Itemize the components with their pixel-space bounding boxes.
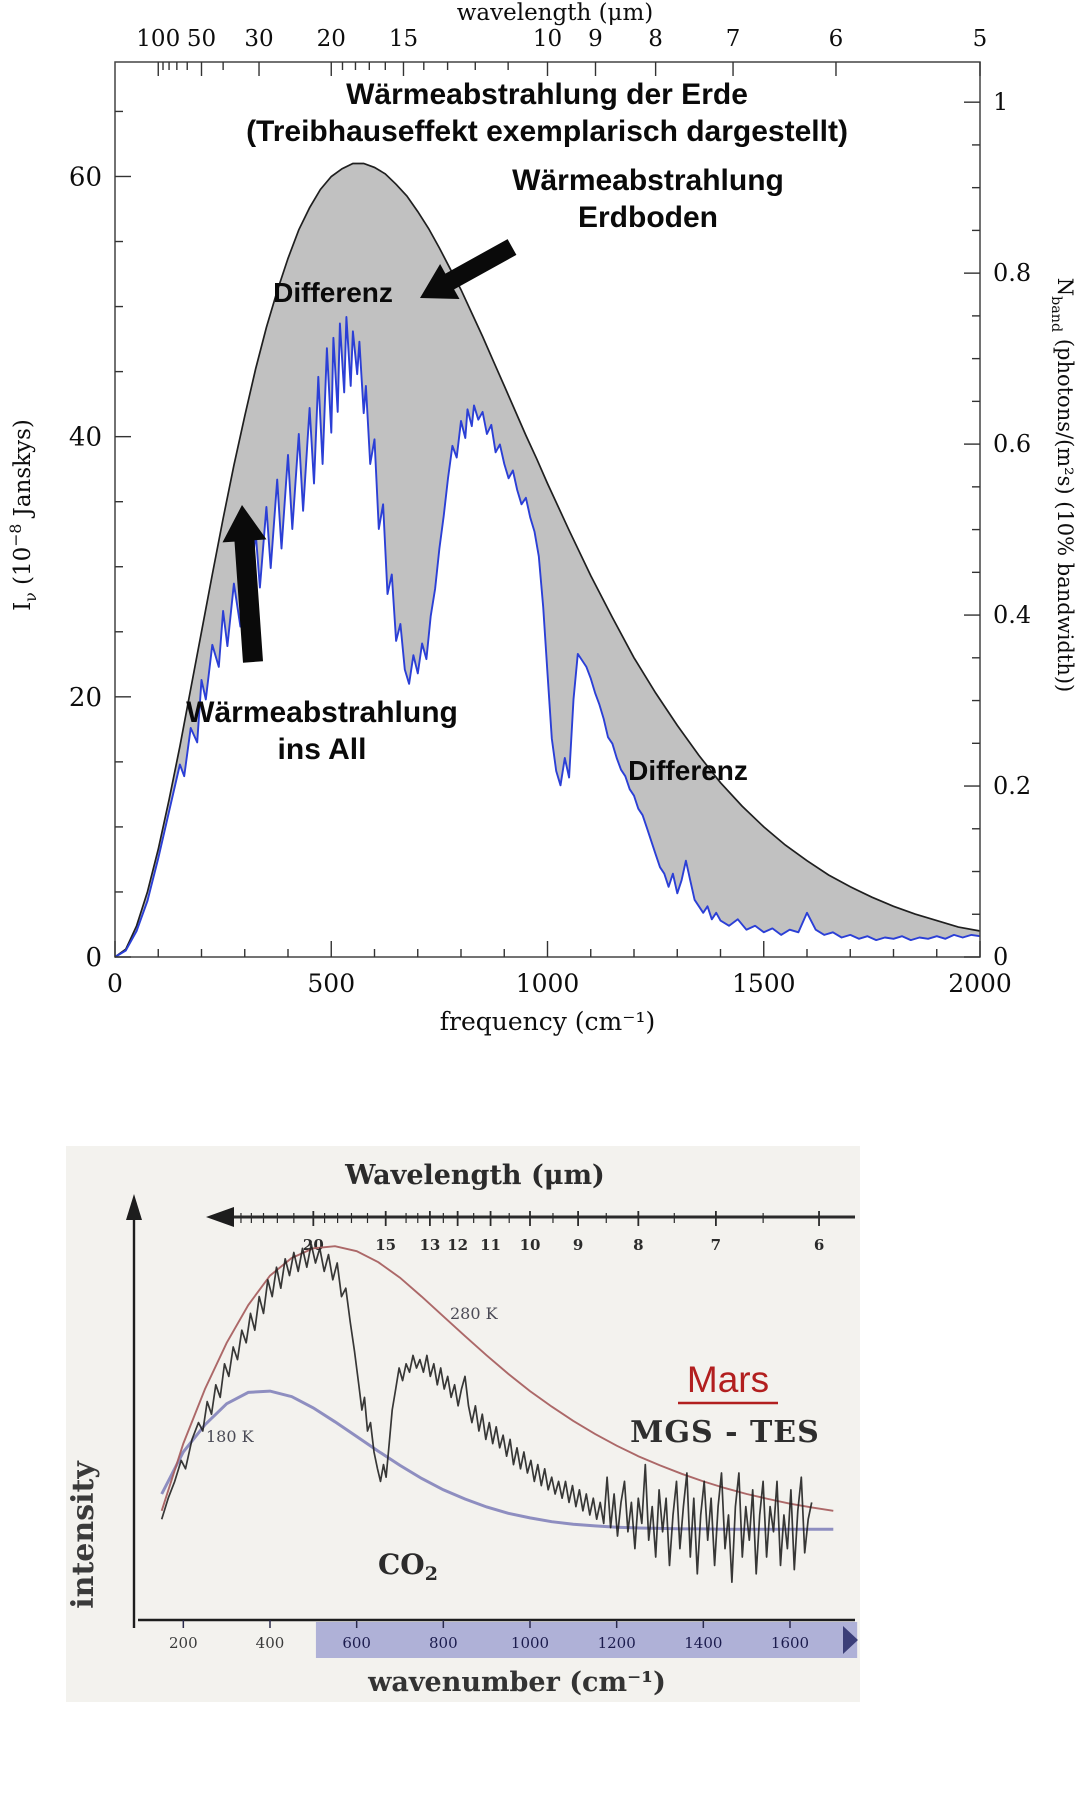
- mars-wavelength-tick-label: 7: [711, 1236, 721, 1254]
- earth-annotation-surface-line1: Wärmeabstrahlung: [512, 164, 784, 197]
- mars-y-axis-title: intensity: [66, 1460, 101, 1609]
- earth-yright-tick-label: 0.6: [993, 430, 1031, 458]
- earth-yleft-tick-label: 40: [69, 423, 102, 453]
- earth-chart-title-line2: (Treibhauseffekt exemplarisch dargestell…: [246, 115, 848, 148]
- mars-co2-label: CO2: [378, 1548, 438, 1585]
- earth-yright-tick-label: 1: [993, 88, 1008, 116]
- earth-blackbody-curve: [114, 162, 981, 958]
- mars-x-tick-label: 800: [429, 1634, 458, 1652]
- mars-wavelength-tick-label: 6: [814, 1236, 824, 1254]
- mars-wavelength-tick-label: 12: [447, 1236, 468, 1254]
- earth-wavelength-tick-label: 15: [389, 26, 418, 52]
- earth-wavelength-tick-label: 20: [317, 26, 346, 52]
- mars-top-axis-title: Wavelength (μm): [344, 1160, 605, 1191]
- mars-wavelength-tick-label: 8: [633, 1236, 643, 1254]
- earth-difference-area: [115, 163, 980, 957]
- earth-emission-curve: [114, 316, 981, 958]
- mars-wavelength-tick-label: 15: [375, 1236, 396, 1254]
- mars-y-axis-arrowhead-icon: [126, 1194, 142, 1220]
- earth-annotation-differenz-right: Differenz: [628, 755, 748, 786]
- mars-x-tick-label: 1000: [511, 1634, 549, 1652]
- earth-radiation-chart: 0 500 1000 1500 2000 frequency (cm⁻¹) 0 20 40 60 I…: [6, 0, 1077, 1036]
- earth-annotation-space-line1: Wärmeabstrahlung: [186, 696, 458, 729]
- earth-yright-tick-label: 0.2: [993, 772, 1031, 800]
- mars-x-tick-label: 1200: [598, 1634, 636, 1652]
- mars-wavelength-tick-label: 20: [303, 1236, 324, 1254]
- earth-yright-tick-label: 0: [993, 943, 1008, 971]
- earth-yleft-tick-label: 20: [69, 683, 102, 713]
- mars-planet-label: Mars: [687, 1359, 769, 1400]
- earth-wavelength-tick-label: 9: [588, 26, 603, 52]
- earth-top-axis-title: wavelength (μm): [457, 0, 654, 26]
- earth-arrow-to-surface-curve-icon: [420, 239, 517, 299]
- earth-yright-tick-label: 0.4: [993, 601, 1031, 629]
- mars-x-tick-label: 400: [256, 1634, 285, 1652]
- earth-wavelength-tick-label: 50: [187, 26, 216, 52]
- earth-yright-tick-label: 0.8: [993, 259, 1031, 287]
- mars-spectrum-figure: 200 400 600 800 1000 1200 1400 1600 wavenumber (…: [66, 1146, 860, 1702]
- earth-wavelength-tick-label: 10: [533, 26, 562, 52]
- mars-x-tick-label: 1600: [771, 1634, 809, 1652]
- earth-yleft-tick-label: 0: [85, 943, 102, 973]
- mars-wavelength-tick-label: 11: [480, 1236, 501, 1254]
- earth-x-tick-label: 0: [107, 969, 123, 998]
- earth-yleft-tick-label: 60: [69, 162, 102, 192]
- mars-cold-fit-label: 180 K: [206, 1427, 255, 1446]
- earth-yright-axis-title: Nband (photons/(m²s) (10% bandwidth)): [1048, 278, 1077, 692]
- mars-wavelength-tick-label: 13: [419, 1236, 440, 1254]
- mars-x-axis-title: wavenumber (cm⁻¹): [367, 1667, 666, 1698]
- earth-wavelength-tick-label: 100: [136, 26, 180, 52]
- earth-wavelength-tick-label: 6: [829, 26, 844, 52]
- earth-x-tick-label: 1000: [516, 969, 580, 998]
- earth-x-tick-label: 1500: [732, 969, 796, 998]
- earth-arrow-to-space-curve-icon: [222, 505, 267, 663]
- earth-wavelength-tick-label: 7: [726, 26, 741, 52]
- earth-wavelength-tick-label: 30: [244, 26, 273, 52]
- earth-annotation-space-line2: ins All: [278, 733, 367, 766]
- mars-x-tick-label: 1400: [684, 1634, 722, 1652]
- earth-chart-title-line1: Wärmeabstrahlung der Erde: [346, 78, 748, 111]
- mars-x-tick-label: 600: [342, 1634, 371, 1652]
- earth-x-tick-label: 500: [307, 969, 355, 998]
- earth-x-axis-title: frequency (cm⁻¹): [440, 1007, 656, 1036]
- mars-x-tick-label: 200: [169, 1634, 198, 1652]
- earth-wavelength-tick-label: 8: [648, 26, 663, 52]
- mars-warm-fit-label: 280 K: [450, 1304, 499, 1323]
- mars-instrument-label: MGS - TES: [630, 1415, 820, 1450]
- mars-band-arrowhead-icon: [843, 1626, 858, 1654]
- earth-annotation-surface-line2: Erdboden: [578, 201, 718, 234]
- mars-cold-blackbody-curve: [160, 1389, 834, 1531]
- mars-highlight-band: [315, 1622, 858, 1658]
- mars-wavelength-arrowhead-icon: [206, 1207, 234, 1227]
- earth-yleft-axis-title: Iν (10−8 Janskys): [6, 419, 40, 611]
- mars-wavelength-tick-label: 10: [520, 1236, 541, 1254]
- mars-chart-canvas: 200 400 600 800 1000 1200 1400 1600 wavenumber (…: [66, 1146, 860, 1702]
- earth-x-tick-label: 2000: [948, 969, 1012, 998]
- mars-measured-spectrum-curve: [160, 1243, 813, 1584]
- earth-annotation-differenz-left: Differenz: [273, 277, 393, 308]
- mars-wavelength-tick-label: 9: [573, 1236, 583, 1254]
- earth-wavelength-tick-label: 5: [973, 26, 988, 52]
